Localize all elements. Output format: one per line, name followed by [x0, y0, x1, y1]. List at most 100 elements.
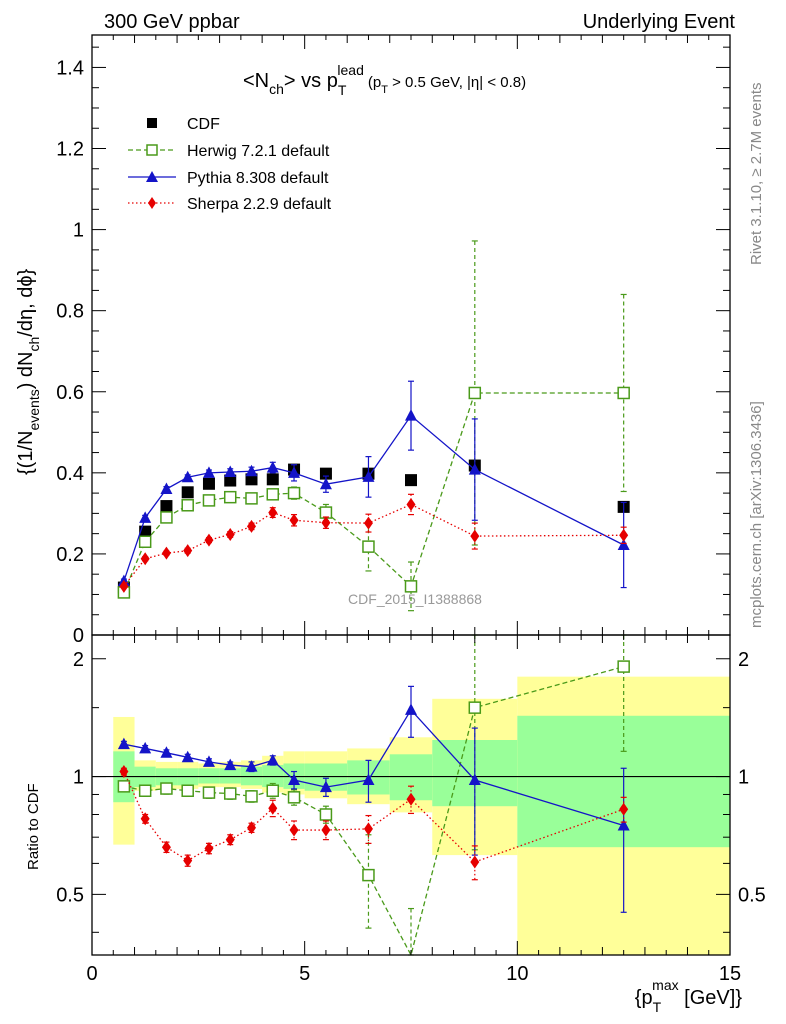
- title-p-sub: T: [338, 82, 347, 98]
- ratio-y-tick-label-right: 0.5: [738, 884, 766, 906]
- title-lhs: <N: [243, 70, 269, 92]
- ratio-sherpa-point: [247, 821, 256, 835]
- main-herwig-point: [181, 499, 194, 512]
- main-herwig-point: [617, 386, 630, 400]
- ratio-sherpa-point: [321, 823, 331, 837]
- ratio-pythia-point: [266, 753, 279, 766]
- ratio-pythia-series: [117, 685, 630, 913]
- ratio-pythia-point: [617, 818, 630, 831]
- ratio-herwig-point: [160, 782, 173, 795]
- title-p-sup: lead: [337, 62, 363, 78]
- main-sherpa-point: [183, 544, 193, 558]
- main-sherpa-point: [406, 497, 416, 511]
- main-herwig-point: [160, 511, 173, 524]
- ratio-y-tick-label-right: 2: [738, 649, 749, 671]
- ratio-pythia-point: [288, 773, 301, 785]
- ratio-herwig-point: [319, 808, 333, 821]
- main-sherpa-point: [247, 519, 256, 533]
- legend-label-herwig: Herwig 7.2.1 default: [187, 143, 330, 160]
- legend-marker-pythia: [146, 171, 158, 182]
- ratio-pythia-point: [362, 773, 375, 785]
- main-pythia-series: [117, 380, 630, 589]
- ratio-pythia-point: [181, 750, 194, 763]
- ratio-sherpa-point: [619, 802, 629, 816]
- main-y-tick-label: 0.2: [56, 544, 84, 566]
- xlabel-a: {p: [635, 987, 653, 1009]
- title-mid: > vs p: [284, 70, 338, 92]
- ratio-sherpa-point: [204, 841, 214, 855]
- ratio-sherpa-point: [161, 840, 171, 854]
- ratio-sherpa-point: [225, 833, 235, 847]
- main-sherpa-point: [289, 513, 299, 527]
- ratio-y-tick-label: 1: [73, 767, 84, 789]
- main-herwig-point: [287, 486, 301, 500]
- main-herwig-point: [266, 488, 280, 501]
- xlabel-sub: T: [653, 999, 662, 1015]
- main-pythia-point: [266, 461, 279, 473]
- main-sherpa-point: [363, 516, 373, 530]
- ratio-herwig-line: [123, 665, 624, 957]
- main-pythia-point: [617, 538, 630, 550]
- ylabel-a-sub: events: [26, 389, 42, 430]
- ratio-herwig-point: [245, 790, 258, 803]
- ratio-band-inner: [198, 768, 220, 784]
- ratio-sherpa-point: [470, 855, 480, 869]
- main-panel: 0 0.2 0.4 0.6 0.8 1 1.2 1.4 CDF_2015_I1388868 <…: [15, 34, 731, 647]
- legend: CDF Herwig 7.2.1 default Pythia 8.308 de…: [128, 116, 332, 213]
- main-herwig-point: [202, 494, 216, 507]
- legend-label-pythia: Pythia 8.308 default: [187, 170, 329, 187]
- main-herwig-series: [117, 240, 630, 612]
- main-pythia-point: [224, 465, 237, 478]
- main-pythia-point: [181, 470, 194, 483]
- main-y-tick-label: 0.6: [56, 382, 84, 404]
- ratio-sherpa-point: [268, 801, 278, 815]
- main-herwig-point: [468, 386, 482, 400]
- main-herwig-point: [362, 540, 375, 553]
- ratio-sherpa-series: [119, 765, 629, 881]
- title-cut-post: > 0.5 GeV, |η| < 0.8): [388, 74, 526, 91]
- main-ylabel: {(1/Nevents) dNch/dη, dϕ}: [15, 268, 42, 475]
- ratio-sherpa-point: [119, 765, 129, 779]
- xlabel: {pTmax [GeV]}: [635, 977, 743, 1015]
- main-pythia-point: [319, 477, 332, 490]
- main-sherpa-series: [119, 493, 629, 593]
- ratio-herwig-point: [181, 784, 194, 797]
- main-data-point: [202, 477, 215, 490]
- mcplots-label: mcplots.cern.ch [arXiv:1306.3436]: [748, 401, 765, 628]
- main-data-point: [160, 500, 173, 513]
- ratio-herwig-point: [117, 780, 131, 793]
- ylabel-b: ) dN: [15, 351, 37, 389]
- main-herwig-line: [123, 392, 624, 593]
- ratio-pythia-point: [405, 703, 417, 715]
- main-pythia-point: [160, 482, 173, 495]
- main-sherpa-point: [470, 529, 480, 543]
- rivet-label: Rivet 3.1.10, ≥ 2.7M events: [748, 83, 765, 266]
- main-herwig-point: [138, 535, 152, 549]
- main-pythia-point: [288, 466, 301, 478]
- main-sherpa-point: [321, 516, 331, 530]
- main-pythia-line: [123, 414, 624, 582]
- x-tick-label: 10: [506, 963, 528, 985]
- ratio-sherpa-line: [123, 771, 624, 863]
- header-left: 300 GeV ppbar: [104, 11, 240, 33]
- ylabel-c: /dη, dϕ}: [15, 268, 37, 336]
- ratio-herwig-point: [362, 868, 375, 882]
- main-herwig-point: [245, 492, 258, 505]
- main-sherpa-point: [619, 528, 629, 542]
- ratio-sherpa-point: [363, 822, 373, 836]
- ratio-sherpa-point: [406, 792, 416, 806]
- ratio-herwig-point: [468, 701, 482, 714]
- ratio-herwig-point: [202, 786, 216, 799]
- ratio-sherpa-point: [140, 812, 150, 826]
- main-pythia-point: [245, 464, 258, 477]
- main-y-tick-label: 1.2: [56, 139, 84, 161]
- legend-marker-cdf: [147, 118, 157, 128]
- header-right: Underlying Event: [583, 11, 736, 33]
- main-data-point: [181, 486, 194, 499]
- main-data-point: [224, 474, 237, 487]
- ratio-herwig-point: [138, 784, 152, 797]
- ratio-band-inner: [219, 768, 241, 784]
- ylabel-b-sub: ch: [26, 337, 42, 352]
- main-sherpa-point: [119, 579, 129, 593]
